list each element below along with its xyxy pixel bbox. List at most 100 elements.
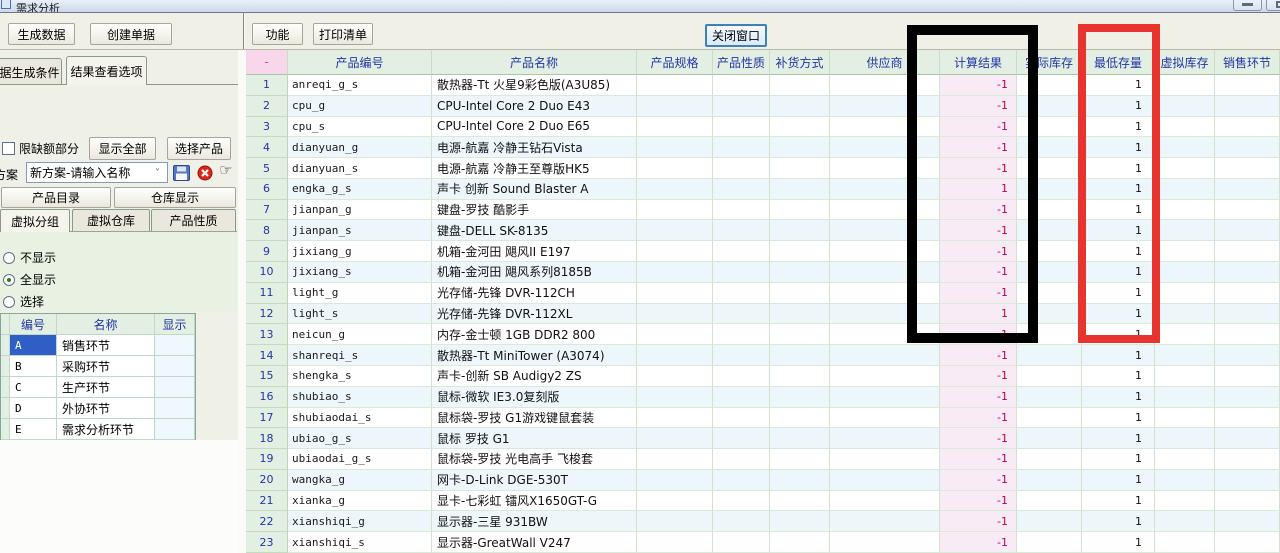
product-code-cell[interactable]: xianka_g bbox=[288, 490, 432, 512]
actual-stock-cell[interactable] bbox=[1017, 158, 1082, 179]
product-code-cell[interactable]: anreqi_g_s bbox=[288, 75, 432, 96]
create-document-button[interactable]: 创建单据 bbox=[90, 23, 172, 45]
calc-result-cell[interactable]: -1 bbox=[940, 241, 1017, 263]
sales-link-cell[interactable] bbox=[1215, 386, 1280, 408]
row-number-cell[interactable]: 17 bbox=[246, 407, 288, 429]
sales-link-cell[interactable] bbox=[1215, 428, 1280, 450]
product-nature-cell[interactable] bbox=[713, 241, 770, 263]
calc-result-cell[interactable]: -1 bbox=[940, 220, 1017, 242]
actual-stock-cell[interactable] bbox=[1017, 199, 1082, 221]
min-stock-cell[interactable]: 1 bbox=[1082, 158, 1155, 179]
maximize-button[interactable] bbox=[1266, 0, 1280, 11]
product-spec-cell[interactable] bbox=[637, 324, 713, 346]
table-row[interactable]: 18 ubiao_g_s 鼠标 罗技 G1 -1 1 bbox=[246, 428, 1280, 450]
product-nature-cell[interactable] bbox=[713, 178, 770, 200]
table-row[interactable]: 17 shubiaodai_s 鼠标袋-罗技 G1游戏键鼠套装 -1 1 bbox=[246, 407, 1280, 429]
supplier-cell[interactable] bbox=[830, 407, 940, 429]
table-row[interactable]: 16 shubiao_s 鼠标-微软 IE3.0复刻版 -1 1 bbox=[246, 386, 1280, 408]
product-name-cell[interactable]: 声卡-创新 SB Audigy2 ZS bbox=[432, 365, 637, 387]
row-number-cell[interactable]: 19 bbox=[246, 449, 288, 470]
column-header-product-spec[interactable]: 产品规格 bbox=[637, 50, 713, 75]
product-spec-cell[interactable] bbox=[637, 220, 713, 242]
virtual-stock-cell[interactable] bbox=[1155, 262, 1215, 283]
product-spec-cell[interactable] bbox=[637, 137, 713, 159]
product-code-cell[interactable]: ubiaodai_g_s bbox=[288, 449, 432, 470]
tab-product-nature[interactable]: 产品性质 bbox=[151, 209, 236, 231]
column-header-product-code[interactable]: 产品编号 bbox=[288, 50, 432, 75]
replenish-method-cell[interactable] bbox=[770, 511, 830, 533]
sales-link-cell[interactable] bbox=[1215, 303, 1280, 325]
product-name-cell[interactable]: 散热器-Tt MiniTower (A3074) bbox=[432, 345, 637, 366]
replenish-method-cell[interactable] bbox=[770, 532, 830, 553]
supplier-cell[interactable] bbox=[830, 469, 940, 491]
supplier-cell[interactable] bbox=[830, 386, 940, 408]
product-name-cell[interactable]: 鼠标袋-罗技 光电高手 飞梭套 bbox=[432, 449, 637, 470]
table-row[interactable]: 5 dianyuan_s 电源-航嘉 冷静王至尊版HK5 -1 1 bbox=[246, 158, 1280, 179]
group-display-cell[interactable] bbox=[155, 419, 195, 440]
group-table-row[interactable]: B 采购环节 bbox=[1, 356, 195, 377]
calc-result-cell[interactable]: -1 bbox=[940, 428, 1017, 450]
table-row[interactable]: 12 light_s 光存储-先锋 DVR-112XL 1 1 bbox=[246, 303, 1280, 325]
table-row[interactable]: 20 wangka_g 网卡-D-Link DGE-530T -1 1 bbox=[246, 469, 1280, 491]
product-name-cell[interactable]: 电源-航嘉 冷静王至尊版HK5 bbox=[432, 158, 637, 179]
row-number-cell[interactable]: 10 bbox=[246, 262, 288, 283]
min-stock-cell[interactable]: 1 bbox=[1082, 116, 1155, 138]
product-code-cell[interactable]: jianpan_s bbox=[288, 220, 432, 242]
replenish-method-cell[interactable] bbox=[770, 241, 830, 263]
group-table-row[interactable]: E 需求分析环节 bbox=[1, 419, 195, 440]
product-spec-cell[interactable] bbox=[637, 282, 713, 304]
replenish-method-cell[interactable] bbox=[770, 262, 830, 283]
product-code-cell[interactable]: cpu_g bbox=[288, 95, 432, 117]
product-code-cell[interactable]: light_s bbox=[288, 303, 432, 325]
table-row[interactable]: 14 shanreqi_s 散热器-Tt MiniTower (A3074) -1 1 bbox=[246, 345, 1280, 366]
min-stock-cell[interactable]: 1 bbox=[1082, 178, 1155, 200]
virtual-stock-cell[interactable] bbox=[1155, 532, 1215, 553]
row-number-cell[interactable]: 12 bbox=[246, 303, 288, 325]
print-list-button[interactable]: 打印清单 bbox=[313, 23, 373, 45]
row-number-cell[interactable]: 4 bbox=[246, 137, 288, 159]
product-code-cell[interactable]: cpu_s bbox=[288, 116, 432, 138]
replenish-method-cell[interactable] bbox=[770, 95, 830, 117]
column-header-virtual-stock[interactable]: 虚拟库存 bbox=[1155, 50, 1215, 75]
product-code-cell[interactable]: xianshiqi_s bbox=[288, 532, 432, 553]
group-name-cell[interactable]: 外协环节 bbox=[57, 398, 155, 419]
column-header-sales-link[interactable]: 销售环节 bbox=[1215, 50, 1280, 75]
virtual-stock-cell[interactable] bbox=[1155, 199, 1215, 221]
supplier-cell[interactable] bbox=[830, 532, 940, 553]
table-row[interactable]: 7 jianpan_g 键盘-罗技 酷影手 -1 1 bbox=[246, 199, 1280, 221]
product-code-cell[interactable]: jianpan_g bbox=[288, 199, 432, 221]
supplier-cell[interactable] bbox=[830, 449, 940, 470]
radio-show-all[interactable] bbox=[3, 273, 15, 286]
min-stock-cell[interactable]: 1 bbox=[1082, 469, 1155, 491]
min-stock-cell[interactable]: 1 bbox=[1082, 407, 1155, 429]
table-row[interactable]: 13 neicun_g 内存-金士顿 1GB DDR2 800 -1 1 bbox=[246, 324, 1280, 346]
delete-icon[interactable] bbox=[196, 164, 214, 181]
row-number-cell[interactable]: 18 bbox=[246, 428, 288, 450]
table-row[interactable]: 4 dianyuan_g 电源-航嘉 冷静王钻石Vista -1 1 bbox=[246, 137, 1280, 159]
actual-stock-cell[interactable] bbox=[1017, 386, 1082, 408]
scheme-combobox[interactable]: 新方案-请输入名称 ˅ bbox=[26, 162, 168, 183]
sales-link-cell[interactable] bbox=[1215, 95, 1280, 117]
supplier-cell[interactable] bbox=[830, 262, 940, 283]
supplier-cell[interactable] bbox=[830, 303, 940, 325]
calc-result-cell[interactable]: -1 bbox=[940, 116, 1017, 138]
product-nature-cell[interactable] bbox=[713, 220, 770, 242]
replenish-method-cell[interactable] bbox=[770, 137, 830, 159]
product-name-cell[interactable]: 键盘-罗技 酷影手 bbox=[432, 199, 637, 221]
product-spec-cell[interactable] bbox=[637, 469, 713, 491]
virtual-stock-cell[interactable] bbox=[1155, 407, 1215, 429]
virtual-stock-cell[interactable] bbox=[1155, 428, 1215, 450]
column-header-product-name[interactable]: 产品名称 bbox=[432, 50, 637, 75]
virtual-stock-cell[interactable] bbox=[1155, 449, 1215, 470]
product-nature-cell[interactable] bbox=[713, 116, 770, 138]
product-nature-cell[interactable] bbox=[713, 428, 770, 450]
replenish-method-cell[interactable] bbox=[770, 116, 830, 138]
sales-link-cell[interactable] bbox=[1215, 75, 1280, 96]
product-spec-cell[interactable] bbox=[637, 407, 713, 429]
actual-stock-cell[interactable] bbox=[1017, 345, 1082, 366]
product-code-cell[interactable]: light_g bbox=[288, 282, 432, 304]
sales-link-cell[interactable] bbox=[1215, 116, 1280, 138]
product-code-cell[interactable]: xianshiqi_g bbox=[288, 511, 432, 533]
product-spec-cell[interactable] bbox=[637, 241, 713, 263]
supplier-cell[interactable] bbox=[830, 428, 940, 450]
